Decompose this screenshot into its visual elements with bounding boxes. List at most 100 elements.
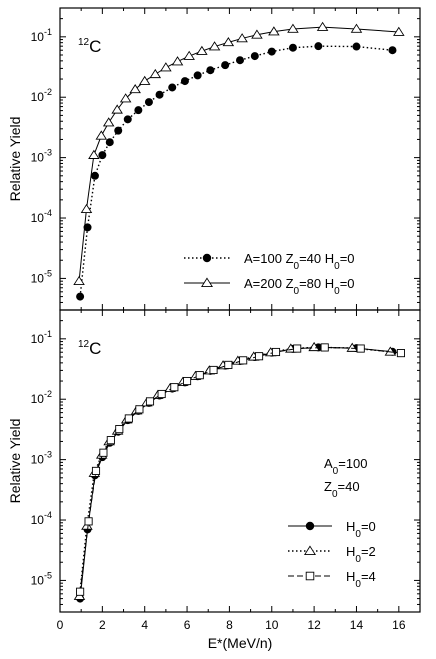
data-point [84,517,93,526]
data-point [91,466,101,475]
data-point [288,43,297,52]
legend-marker [201,277,213,287]
data-point [80,203,93,214]
data-point [98,151,107,160]
data-point [115,425,124,434]
x-tick-label: 0 [57,618,64,632]
series-line [79,346,401,592]
data-point [138,75,151,85]
y-tick-label: 10-4 [31,510,52,527]
data-point [239,356,248,365]
data-point [346,342,358,352]
legend: H0=0 H0=2 H0=4 [288,519,376,590]
series-0 [76,42,397,301]
data-point [396,349,405,358]
x-tick-label: 6 [184,618,191,632]
legend-label: A=100 Z0=40 H0=0 [244,251,355,272]
data-point [183,50,195,60]
data-point [170,383,179,392]
panel-top: 10-5 10-4 10-3 10-2 10-1 Relative Yield 12C A=1… [7,7,421,311]
data-point [119,93,132,103]
x-tick-label: 16 [392,618,406,632]
data-point [135,405,144,414]
data-point [235,56,244,65]
y-axis-label: Relative Yield [7,117,23,202]
data-point [196,45,208,55]
data-point [314,42,323,51]
data-point [134,106,143,115]
x-axis-label: E*(MeV/n) [208,635,273,651]
data-point [356,344,365,353]
legend-marker [305,571,315,581]
data-point [171,56,184,66]
data-point [106,436,115,445]
legend-label: H0=4 [346,569,376,590]
data-point [114,126,123,135]
data-point [111,104,123,114]
data-point [320,343,329,352]
data-point [195,371,204,380]
x-tick-label: 4 [141,618,148,632]
y-tick-label: 10-2 [31,389,52,406]
data-point [206,66,215,75]
data-point [73,275,85,286]
data-point [209,365,218,375]
y-tick-label: 10-5 [31,268,52,285]
data-point [145,397,155,406]
y-tick-label: 10-1 [31,329,52,346]
data-point [183,376,192,386]
data-point [271,347,281,357]
data-point [388,46,397,55]
data-point [149,68,162,79]
legend-marker [202,253,212,263]
data-point [316,21,329,31]
data-point [255,352,264,361]
y-tick-label: 10-3 [31,450,52,467]
plot-frame [59,309,421,613]
legend-marker [304,545,316,555]
y-tick-label: 10-3 [31,148,52,165]
data-point [251,29,263,39]
data-point [222,37,235,47]
data-point [250,52,259,61]
data-point [144,98,153,107]
series-2 [76,343,405,596]
x-tick-label: 10 [265,618,279,632]
parameter-label: A0=100 [324,456,368,477]
data-point [88,149,100,159]
x-tick-label: 8 [226,618,233,632]
legend-label: H0=0 [346,519,376,540]
data-point [155,90,164,99]
parameter-label: Z0=40 [324,479,360,500]
data-point [221,61,230,70]
data-point [123,115,132,124]
data-point [105,138,114,147]
y-tick-label: 10-2 [31,87,52,104]
data-point [208,41,221,51]
data-point [236,33,248,43]
y-axis-label: Relative Yield [7,419,23,504]
legend-label: A=200 Z0=80 H0=0 [244,276,355,297]
x-tick-label: 12 [307,618,321,632]
data-point [160,62,172,72]
data-point [267,47,276,56]
element-annotation: 12C [78,37,101,56]
y-tick-label: 10-1 [31,27,52,44]
data-point [180,77,189,86]
panel-bottom: 10-5 10-4 10-3 10-2 10-1 0 2 4 6 8 10 12 14 16 E*(MeV/… [7,309,421,651]
data-point [308,341,320,352]
y-tick-label: 10-4 [31,208,52,225]
data-point [90,171,99,180]
legend-marker [305,521,315,531]
element-annotation: 12C [78,339,101,358]
series-1 [73,21,405,286]
data-point [224,360,233,369]
data-point [350,23,363,33]
x-tick-label: 14 [350,618,364,632]
data-point [95,130,108,140]
data-point [99,448,108,457]
data-point [168,83,177,92]
